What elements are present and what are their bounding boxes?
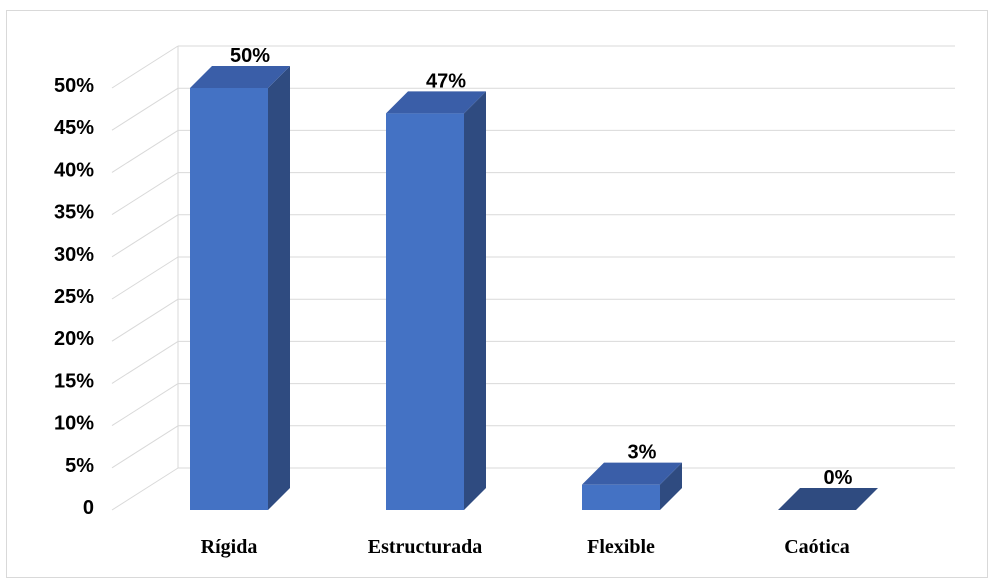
- bar: 47%: [386, 70, 486, 510]
- bar-front: [582, 484, 660, 510]
- gridlines: [111, 45, 955, 511]
- bar-side: [268, 66, 290, 510]
- gridline-side: [111, 298, 179, 342]
- y-tick-label: 30%: [54, 244, 94, 266]
- y-axis-ticks: 0 5% 10% 15% 20% 25% 30% 35% 40% 45% 50%: [54, 75, 94, 519]
- y-tick-label: 10%: [54, 413, 94, 435]
- data-label: 50%: [230, 45, 270, 67]
- category-label: Rígida: [201, 536, 258, 558]
- chart-frame: [6, 10, 988, 578]
- y-tick-label: 50%: [54, 75, 94, 97]
- bar-front: [190, 88, 268, 510]
- y-tick-label: 25%: [54, 286, 94, 308]
- bar: 50%: [190, 45, 290, 510]
- gridline-side: [111, 45, 179, 89]
- x-axis-categories: Rígida Estructurada Flexible Caótica: [201, 536, 850, 558]
- bar-side: [660, 462, 682, 510]
- bar-side: [464, 91, 486, 510]
- bar-top: [386, 91, 486, 114]
- gridline-side: [111, 214, 179, 258]
- category-label: Caótica: [784, 536, 850, 558]
- gridline-side: [111, 129, 179, 173]
- gridline-side: [111, 340, 179, 384]
- bars: 50% 47% 3% 0%: [190, 45, 878, 510]
- gridline-side: [111, 467, 179, 511]
- y-tick-label: 20%: [54, 328, 94, 350]
- category-label: Estructurada: [368, 536, 482, 558]
- y-tick-label: 45%: [54, 117, 94, 139]
- y-tick-label: 0: [83, 497, 94, 519]
- y-tick-label: 5%: [65, 455, 94, 477]
- gridline-side: [111, 383, 179, 427]
- bar-front: [386, 113, 464, 510]
- y-tick-label: 40%: [54, 159, 94, 181]
- y-tick-label: 35%: [54, 202, 94, 224]
- data-label: 0%: [824, 467, 853, 489]
- bar-top: [190, 66, 290, 88]
- y-tick-label: 15%: [54, 370, 94, 392]
- data-label: 47%: [426, 70, 466, 92]
- gridline-side: [111, 256, 179, 300]
- bar: 3%: [582, 442, 682, 510]
- gridline-side: [111, 172, 179, 216]
- data-label: 3%: [628, 442, 657, 464]
- bar: 0%: [778, 467, 878, 510]
- gridline-side: [111, 425, 179, 469]
- gridline-side: [111, 87, 179, 131]
- bar-top: [778, 488, 878, 510]
- bar-top: [582, 462, 682, 485]
- category-label: Flexible: [587, 536, 655, 558]
